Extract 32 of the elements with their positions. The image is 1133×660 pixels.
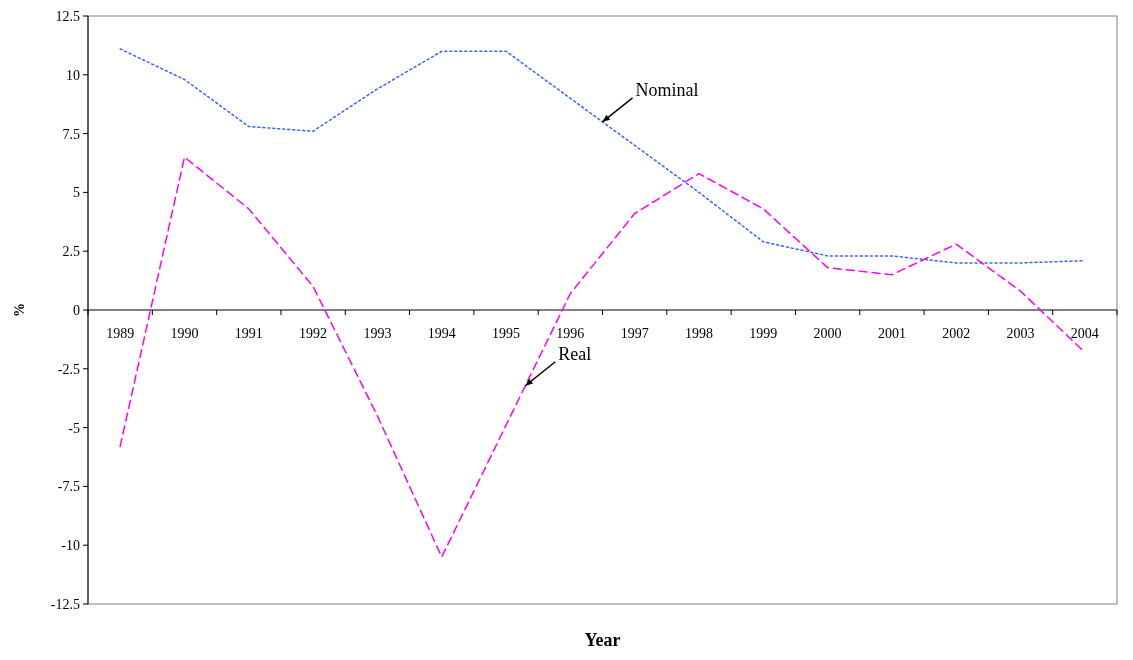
- x-tick-label: 1998: [684, 326, 713, 341]
- x-tick-label: 2003: [1006, 326, 1035, 341]
- text: Nominal: [635, 79, 699, 100]
- x-tick-label: 1996: [556, 326, 585, 341]
- y-tick-label: 2.5: [62, 244, 80, 260]
- y-tick-label: -5: [68, 420, 80, 436]
- line-series: [119, 48, 1086, 264]
- y-tick-label: 12.5: [55, 8, 80, 24]
- x-tick-label: 2004: [1070, 326, 1099, 341]
- x-tick-label: 1992: [299, 326, 328, 341]
- y-tick-label: -2.5: [57, 361, 80, 377]
- x-tick-label: 2002: [942, 326, 971, 341]
- y-tick-label: 0: [73, 302, 80, 318]
- y-tick-label: -7.5: [57, 479, 80, 495]
- x-tick-label: 1997: [620, 326, 649, 341]
- y-tick-label: 10: [66, 67, 80, 83]
- x-tick-label: 2000: [813, 326, 842, 341]
- y-tick-label: 7.5: [62, 126, 80, 142]
- y-tick-label: -10: [61, 538, 80, 554]
- x-tick-label: 1993: [363, 326, 392, 341]
- y-tick-label: 5: [73, 185, 80, 201]
- x-tick-label: 1999: [749, 326, 778, 341]
- x-tick-label: 2001: [877, 326, 906, 341]
- x-tick-label: 1990: [170, 326, 199, 341]
- y-axis-title: %: [12, 303, 27, 317]
- x-tick-label: 1989: [106, 326, 135, 341]
- x-tick-label: 1995: [492, 326, 521, 341]
- y-tick-label: -12.5: [50, 596, 80, 612]
- series-label: Real: [558, 343, 592, 364]
- x-tick-label: 1991: [234, 326, 263, 341]
- x-axis-title: Year: [584, 630, 621, 650]
- x-tick-label: 1994: [427, 326, 456, 341]
